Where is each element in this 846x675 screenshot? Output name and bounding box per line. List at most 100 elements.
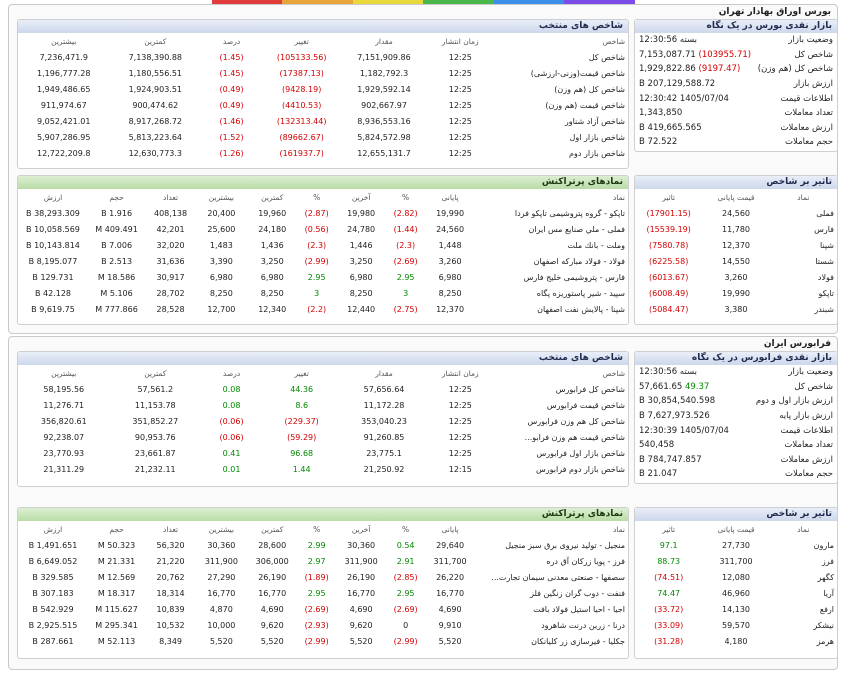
popular-cell: 28,702 — [156, 288, 185, 298]
indices-row[interactable]: شاخص بازار دوم 12:25 12,655,131.7 (161937.7… — [18, 145, 628, 161]
symbol-link[interactable]: فنفت - دوب گران زنگین فلز — [530, 588, 625, 598]
symbol-link[interactable]: فارس - پتروشیمی خلیج فارس — [523, 272, 625, 282]
popular-row[interactable]: فرز - پویا زرکان آق دره 311,700 2.91 311,90… — [18, 553, 628, 569]
index-name-link[interactable]: شاخص بازار اول فرابورس — [536, 448, 625, 458]
impact-row[interactable]: شپنا 12,370 (7580.78) — [635, 237, 837, 253]
index-name-link[interactable]: شاخص بازار اول — [569, 132, 625, 142]
impact-row[interactable]: ارفع 14,130 (33.72) — [635, 601, 837, 617]
popular-cell: 10,839 — [156, 604, 185, 614]
popular-row[interactable]: سپید - شیر پاستوریزه پگاه 8,250 3 8,250 3 8,2… — [18, 285, 628, 301]
symbol-link[interactable]: کگهر — [817, 572, 834, 582]
symbol-link[interactable]: فولاد - فولاد مباركه اصفهان — [533, 256, 625, 266]
symbol-link[interactable]: سصفها - صنعتی معدنی سیمان تجارت... — [491, 572, 625, 582]
symbol-link[interactable]: سپید - شیر پاستوریزه پگاه — [536, 288, 625, 298]
index-name-link[interactable]: شاخص کل هم وزن فرابورس — [527, 416, 625, 426]
symbol-link[interactable]: فارس — [814, 224, 834, 234]
popular-cell: 25,600 — [207, 224, 236, 234]
symbol-link[interactable]: شپنا — [820, 240, 834, 250]
impact-row[interactable]: فولاد 3,260 (6013.67) — [635, 269, 837, 285]
indices-row[interactable]: شاخص قیمت(وزنی-ارزشی) 12:25 1,182,792.3 (17… — [18, 65, 628, 81]
impact-row[interactable]: نیشکر 59,570 (33.09) — [635, 617, 837, 633]
symbol-link[interactable]: فملی - ملي صنايع مس ايران — [528, 224, 625, 234]
symbol-link[interactable]: تاپکو — [818, 288, 834, 298]
popular-row[interactable]: منجیل - تولید نیروی برق سبز منجیل 29,640 0… — [18, 537, 628, 553]
index-name-link[interactable]: شاخص بازار دوم فرابورس — [536, 464, 625, 474]
symbol-link[interactable]: مارون — [813, 540, 834, 550]
impact-row[interactable]: آریا 46,960 74.47 — [635, 585, 837, 601]
impact-cell: (33.09) — [654, 620, 684, 630]
symbol-link[interactable]: فرز - پویا زرکان آق دره — [546, 556, 625, 566]
symbol-link[interactable]: هرمز — [816, 636, 834, 646]
index-name-link[interactable]: شاخص قیمت فرابورس — [546, 400, 625, 410]
snapshot-value: 784,747.857 B — [639, 454, 702, 465]
popular-header-cell: تعداد — [163, 524, 179, 534]
impact-row[interactable]: فملی 24,560 (17901.15) — [635, 205, 837, 221]
impact-row[interactable]: کگهر 12,080 (74.51) — [635, 569, 837, 585]
indices-row[interactable]: شاخص قیمت (هم وزن) 12:25 902,667.97 (4410.5… — [18, 97, 628, 113]
symbol-link[interactable]: فولاد — [817, 272, 834, 282]
indices-row[interactable]: شاخص آزاد شناور 12:25 8,936,553.16 (132313.… — [18, 113, 628, 129]
popular-header-cell: % — [402, 192, 410, 202]
index-name-link[interactable]: شاخص بازار دوم — [569, 148, 625, 158]
popular-row[interactable]: فارس - پتروشیمی خلیج فارس 6,980 2.95 6,980 2… — [18, 269, 628, 285]
impact-row[interactable]: شبندر 3,380 (5084.47) — [635, 301, 837, 317]
popular-row[interactable]: شپنا - پالايش نفت اصفهان 12,370 (2.75) 12,4… — [18, 301, 628, 317]
index-name-link[interactable]: شاخص آزاد شناور — [564, 116, 625, 126]
index-name-link[interactable]: شاخص کل فرابورس — [555, 384, 625, 394]
snapshot-key: حجم معاملات — [785, 137, 833, 148]
symbol-link[interactable]: منجیل - تولید نیروی برق سبز منجیل — [505, 540, 625, 550]
symbol-link[interactable]: فرز — [821, 556, 834, 566]
symbol-link[interactable]: آریا — [823, 588, 834, 598]
indices-row[interactable]: شاخص بازار دوم فرابورس 12:15 21,250.92 1.44… — [18, 461, 628, 477]
popular-row[interactable]: فنفت - دوب گران زنگین فلز 16,770 2.95 16,77… — [18, 585, 628, 601]
index-name-link[interactable]: شاخص قیمت هم وزن فرابو... — [524, 432, 625, 442]
popular-row[interactable]: تاپکو - گروه پتروشیمی تاپکو فردا 19,990 (2… — [18, 205, 628, 221]
symbol-link[interactable]: فملی — [816, 208, 834, 218]
index-cell: 57,656.64 — [363, 384, 405, 394]
symbol-link[interactable]: شپنا - پالايش نفت اصفهان — [537, 304, 625, 314]
indices-header-row: شاخص زمان انتشار مقدار تغییر درصد کمترین بیشتر… — [18, 33, 628, 49]
popular-header-cell: کمترین — [261, 524, 284, 534]
impact-row[interactable]: تاپکو 19,990 (6008.49) — [635, 285, 837, 301]
symbol-link[interactable]: ارفع — [819, 604, 834, 614]
symbol-link[interactable]: جکلیا - فیرسازی زر کلیانکان — [531, 636, 625, 646]
impact-row[interactable]: فرز 311,700 88.73 — [635, 553, 837, 569]
indices-row[interactable]: شاخص قیمت هم وزن فرابو... 12:25 91,260.85 (… — [18, 429, 628, 445]
symbol-link[interactable]: نیشکر — [813, 620, 834, 630]
symbol-link[interactable]: شبندر — [814, 304, 834, 314]
popular-row[interactable]: درنا - زرین درنت شاهرود 9,910 0 9,620 (2.93)… — [18, 617, 628, 633]
popular-cell: 0.54 — [396, 540, 415, 550]
popular-row[interactable]: فولاد - فولاد مباركه اصفهان 3,260 (2.69) 3,… — [18, 253, 628, 269]
impact-row[interactable]: فارس 11,780 (15539.19) — [635, 221, 837, 237]
symbol-link[interactable]: وملت - بانك ملت — [567, 240, 625, 250]
symbol-link[interactable]: شستا — [815, 256, 834, 266]
index-name-link[interactable]: شاخص قیمت (هم وزن) — [545, 100, 625, 110]
indices-row[interactable]: شاخص کل فرابورس 12:25 57,656.64 44.36 0.08 57… — [18, 381, 628, 397]
indices-row[interactable]: شاخص کل هم وزن فرابورس 12:25 353,040.23 (22… — [18, 413, 628, 429]
index-cell: (0.49) — [219, 100, 244, 110]
impact-cell: (6013.67) — [649, 272, 689, 282]
snapshot-value: 30,854,540.598 B — [639, 396, 716, 407]
indices-row[interactable]: شاخص بازار اول فرابورس 12:25 23,775.1 96.68… — [18, 445, 628, 461]
popular-row[interactable]: فملی - ملي صنايع مس ايران 24,560 (1.44) 24,… — [18, 221, 628, 237]
impact-row[interactable]: هرمز 4,180 (31.28) — [635, 633, 837, 649]
index-name-link[interactable]: شاخص قیمت(وزنی-ارزشی) — [530, 68, 625, 78]
popular-row[interactable]: وملت - بانك ملت 1,448 (2.3) 1,446 (2.3) 1,436… — [18, 237, 628, 253]
indices-row[interactable]: شاخص قیمت فرابورس 12:25 11,172.28 8.6 0.08 11… — [18, 397, 628, 413]
symbol-link[interactable]: تاپکو - گروه پتروشیمی تاپکو فردا — [514, 208, 625, 218]
index-name-link[interactable]: شاخص کل (هم وزن) — [554, 84, 625, 94]
popular-row[interactable]: اجیا - احیا استیل فولاد بافت 4,690 (2.69) 4… — [18, 601, 628, 617]
index-name-link[interactable]: شاخص کل — [588, 52, 625, 62]
index-cell: 5,907,286.95 — [37, 132, 91, 142]
impact-cell: 12,370 — [722, 240, 750, 250]
symbol-link[interactable]: اجیا - احیا استیل فولاد بافت — [533, 604, 625, 614]
impact-row[interactable]: مارون 27,730 97.1 — [635, 537, 837, 553]
symbol-link[interactable]: درنا - زرین درنت شاهرود — [541, 620, 625, 630]
indices-row[interactable]: شاخص کل 12:25 7,151,909.86 (105133.56) (1.45… — [18, 49, 628, 65]
indices-row[interactable]: شاخص بازار اول 12:25 5,824,572.98 (89662.67… — [18, 129, 628, 145]
indices-row[interactable]: شاخص کل (هم وزن) 12:25 1,929,592.14 (9428.1… — [18, 81, 628, 97]
popular-cell: (2.69) — [393, 256, 418, 266]
popular-row[interactable]: جکلیا - فیرسازی زر کلیانکان 5,520 (2.99) 5,… — [18, 633, 628, 649]
impact-row[interactable]: شستا 14,550 (6225.58) — [635, 253, 837, 269]
popular-row[interactable]: سصفها - صنعتی معدنی سیمان تجارت... 26,220… — [18, 569, 628, 585]
